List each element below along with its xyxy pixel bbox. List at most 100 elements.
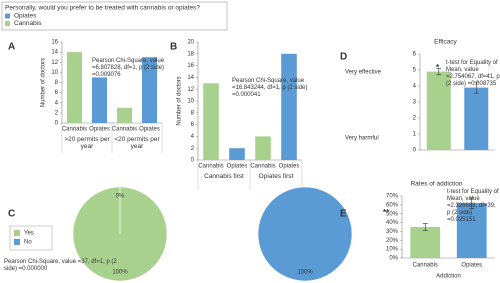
- x-tick-label: Cannabis: [62, 127, 87, 133]
- x-tick-label: Cannabis: [112, 127, 137, 133]
- significance: *: [436, 63, 440, 72]
- y-tick-label: 0: [55, 121, 59, 127]
- bar: [456, 203, 487, 258]
- y-tick-label: 6: [191, 122, 195, 128]
- bar: [410, 227, 441, 258]
- legend-label: No: [24, 240, 32, 246]
- y-tick-label: 10: [51, 70, 58, 76]
- y-tick-label: 2: [55, 110, 59, 116]
- y-tick-label: 16: [187, 63, 194, 69]
- y-tick-label: 0: [191, 158, 195, 164]
- panel-letter: C: [8, 209, 15, 220]
- y-tick-label: 70%: [386, 194, 399, 200]
- chart-title: Rates of addiction: [410, 181, 462, 188]
- bar: [281, 53, 297, 160]
- x-tick-label: Opiates: [139, 127, 160, 133]
- legend-swatch: [5, 21, 10, 26]
- x-tick-label: Opiates: [279, 164, 300, 170]
- significance: **: [383, 208, 390, 217]
- y-tick-label: 50%: [386, 211, 399, 217]
- x-axis-label: Addiction: [436, 274, 461, 280]
- legend-label: Yes: [24, 231, 34, 237]
- x-tick-label: Opiates: [227, 164, 248, 170]
- x-tick-label: Opiates: [89, 127, 110, 133]
- y-tick-label: 12: [187, 87, 194, 93]
- legend-box: [1, 1, 228, 31]
- y-tick-label: 2: [191, 146, 195, 152]
- y-tick-label: 2: [413, 116, 417, 122]
- y-tick-label: 3: [413, 100, 417, 106]
- y-tick-label: 14: [187, 75, 194, 81]
- pie-label: 100%: [297, 270, 313, 276]
- legend-label: Cannabis: [14, 20, 42, 27]
- y-tick-label: 12: [51, 60, 58, 66]
- bar: [142, 57, 157, 123]
- group-label: <20 permits per year: [114, 136, 160, 151]
- y-tick-label: 1: [413, 132, 417, 138]
- panel-letter: E: [340, 209, 347, 220]
- bar: [255, 136, 271, 160]
- legend-swatch: [14, 239, 20, 245]
- x-tick-label: Cannabis: [198, 164, 223, 170]
- legend-swatch: [5, 13, 10, 19]
- group-label: >20 permits per year: [64, 136, 110, 151]
- error-bar: [436, 68, 442, 76]
- chart-title: Efficacy: [434, 39, 457, 46]
- y-tick-label: 8: [55, 80, 59, 86]
- error-bar: [422, 223, 428, 231]
- y-tick-label: 18: [187, 51, 194, 57]
- bar: [117, 107, 132, 123]
- y-tick-label: 4: [413, 84, 417, 90]
- y-tick-label: 20%: [386, 238, 399, 244]
- error-bar: [469, 197, 475, 209]
- annotation: t-test for Equality of Mean, value =2.75…: [446, 60, 500, 87]
- y-tick-label: 6: [413, 52, 417, 58]
- y-tick-label: 30%: [386, 229, 399, 235]
- annotation: Pearson Chi-Square, value =37, df=1, p (…: [4, 259, 117, 272]
- y-axis-label: Number of doctors: [177, 76, 183, 125]
- y-tick-label: 0: [413, 148, 417, 154]
- annotation: Pearson Chi-Square, value =6.807828, df=…: [92, 58, 165, 78]
- group-label: Cannabis first: [204, 173, 244, 180]
- annotation: Pearson Chi-Square, value =16.843244, df…: [232, 78, 308, 98]
- error-bar: [473, 81, 479, 94]
- panel-letter: A: [8, 42, 15, 53]
- y-tick-label: 10: [187, 99, 194, 105]
- y-text: Very harmful: [345, 136, 379, 142]
- pie-label: 0%: [116, 194, 125, 200]
- y-tick-label: 10%: [386, 247, 399, 253]
- y-tick-label: 6: [55, 90, 59, 96]
- legend-swatch: [14, 230, 20, 236]
- bar: [426, 71, 451, 150]
- y-tick-label: 0%: [389, 256, 398, 262]
- y-tick-label: 4: [55, 100, 59, 106]
- x-tick-label: Cannabis: [250, 164, 275, 170]
- y-tick-label: 4: [191, 134, 195, 140]
- y-tick-label: 40%: [386, 220, 399, 226]
- bar: [92, 77, 107, 123]
- x-tick-label: Opiates: [461, 263, 482, 269]
- bar: [67, 52, 82, 123]
- legend-box: [9, 225, 53, 251]
- legend-label: Opiates: [14, 13, 37, 20]
- pie-slice: [257, 186, 353, 282]
- y-tick-label: 14: [51, 50, 58, 56]
- y-tick-label: 5: [413, 68, 417, 74]
- pie-label: 100%: [112, 270, 128, 276]
- y-tick-label: 16: [51, 40, 58, 46]
- group-label: Opiates first: [258, 173, 294, 180]
- y-tick-label: 8: [191, 110, 195, 116]
- bar: [203, 83, 219, 160]
- annotation: t-test for Equality of Mean, value =2.32…: [447, 189, 499, 223]
- legend-title: Personally, would you prefer to be treat…: [5, 5, 200, 12]
- y-axis-label: Number of doctors: [41, 58, 47, 107]
- panel-letter: D: [340, 52, 347, 63]
- x-tick-label: Cannabis: [413, 263, 438, 269]
- bar: [229, 148, 245, 160]
- bar: [464, 87, 489, 150]
- y-tick-label: 60%: [386, 202, 399, 208]
- y-text: Very effective: [345, 70, 382, 76]
- panel-letter: B: [170, 42, 177, 53]
